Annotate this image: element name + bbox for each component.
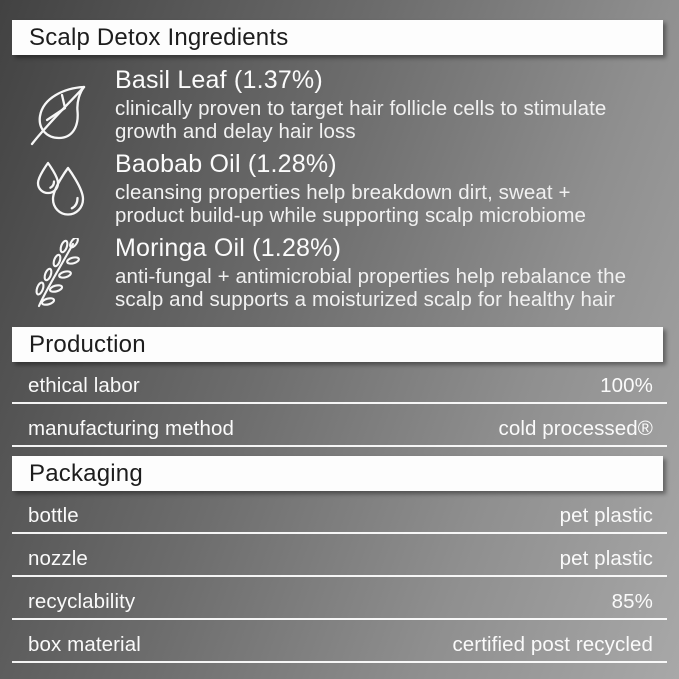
spec-value: certified post recycled	[452, 633, 653, 656]
spec-label: recyclability	[28, 590, 136, 613]
ingredient-name-moringa-oil: Moringa Oil (1.28%)	[115, 234, 342, 262]
spec-value: cold processed®	[498, 417, 653, 440]
spec-value: 100%	[600, 374, 653, 397]
spec-value: pet plastic	[559, 547, 653, 570]
spec-row-recyclability: recyclability 85%	[12, 589, 667, 620]
ingredient-name-basil-leaf: Basil Leaf (1.37%)	[115, 66, 323, 94]
section-header-ingredients: Scalp Detox Ingredients	[12, 20, 663, 55]
section-title: Production	[29, 331, 146, 358]
spec-label: manufacturing method	[28, 417, 234, 440]
section-header-production: Production	[12, 327, 663, 362]
section-title: Scalp Detox Ingredients	[29, 24, 289, 51]
spec-row-nozzle: nozzle pet plastic	[12, 546, 667, 577]
spec-label: nozzle	[28, 547, 88, 570]
water-drops-icon	[30, 158, 92, 220]
ingredient-description-basil-leaf: clinically proven to target hair follicl…	[115, 97, 607, 143]
spec-label: box material	[28, 633, 141, 656]
leaf-icon	[25, 79, 97, 151]
spec-row-manufacturing-method: manufacturing method cold processed®	[12, 416, 667, 447]
section-title: Packaging	[29, 460, 143, 487]
branch-icon	[25, 238, 97, 310]
spec-label: ethical labor	[28, 374, 140, 397]
spec-row-ethical-labor: ethical labor 100%	[12, 373, 667, 404]
spec-value: 85%	[611, 590, 653, 613]
spec-row-bottle: bottle pet plastic	[12, 503, 667, 534]
ingredient-description-baobab-oil: cleansing properties help breakdown dirt…	[115, 181, 587, 227]
spec-label: bottle	[28, 504, 79, 527]
section-header-packaging: Packaging	[12, 456, 663, 491]
ingredient-description-moringa-oil: anti-fungal + antimicrobial properties h…	[115, 265, 627, 311]
ingredient-name-baobab-oil: Baobab Oil (1.28%)	[115, 150, 337, 178]
spec-value: pet plastic	[559, 504, 653, 527]
spec-row-box-material: box material certified post recycled	[12, 632, 667, 663]
